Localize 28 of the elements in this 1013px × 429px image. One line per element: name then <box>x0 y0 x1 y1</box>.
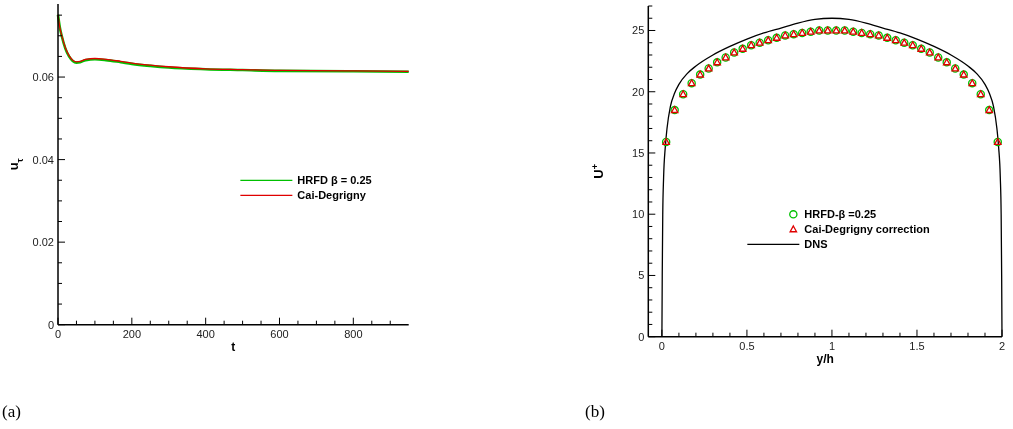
x-tick-label: 0.5 <box>739 339 755 352</box>
legend-label: DNS <box>804 238 828 251</box>
x-tick-label: 2 <box>998 339 1006 352</box>
y-tick-label: 0.06 <box>32 71 54 84</box>
legend-label: Cai-Degrigny correction <box>804 223 930 236</box>
x-axis-title: y/h <box>816 351 834 366</box>
legend-label: HRFD-β =0.25 <box>804 208 877 221</box>
x-tick-label: 600 <box>270 327 289 340</box>
x-tick-label: 0 <box>658 339 665 352</box>
y-tick-label: 25 <box>632 24 645 37</box>
y-tick-label: 0.02 <box>32 236 54 249</box>
x-tick-label: 800 <box>344 327 363 340</box>
legend-label: HRFD β = 0.25 <box>297 174 372 187</box>
x-tick-label: 1 <box>828 339 836 352</box>
x-axis-title: t <box>231 339 236 354</box>
x-tick-label: 1.5 <box>909 339 925 352</box>
y-tick-label: 15 <box>632 146 645 159</box>
y-tick-label: 5 <box>638 269 645 282</box>
x-tick-label: 400 <box>196 327 215 340</box>
y-tick-label: 10 <box>632 208 645 221</box>
text: (b) <box>585 402 605 421</box>
legend-label: Cai-Degrigny <box>297 189 367 202</box>
x-tick-label: 200 <box>122 327 142 340</box>
text: (a) <box>2 402 21 421</box>
y-tick-label: 20 <box>632 85 645 98</box>
y-tick-label: 0 <box>47 318 54 331</box>
x-tick-label: 0 <box>54 327 62 340</box>
y-tick-label: 0.04 <box>32 153 54 166</box>
